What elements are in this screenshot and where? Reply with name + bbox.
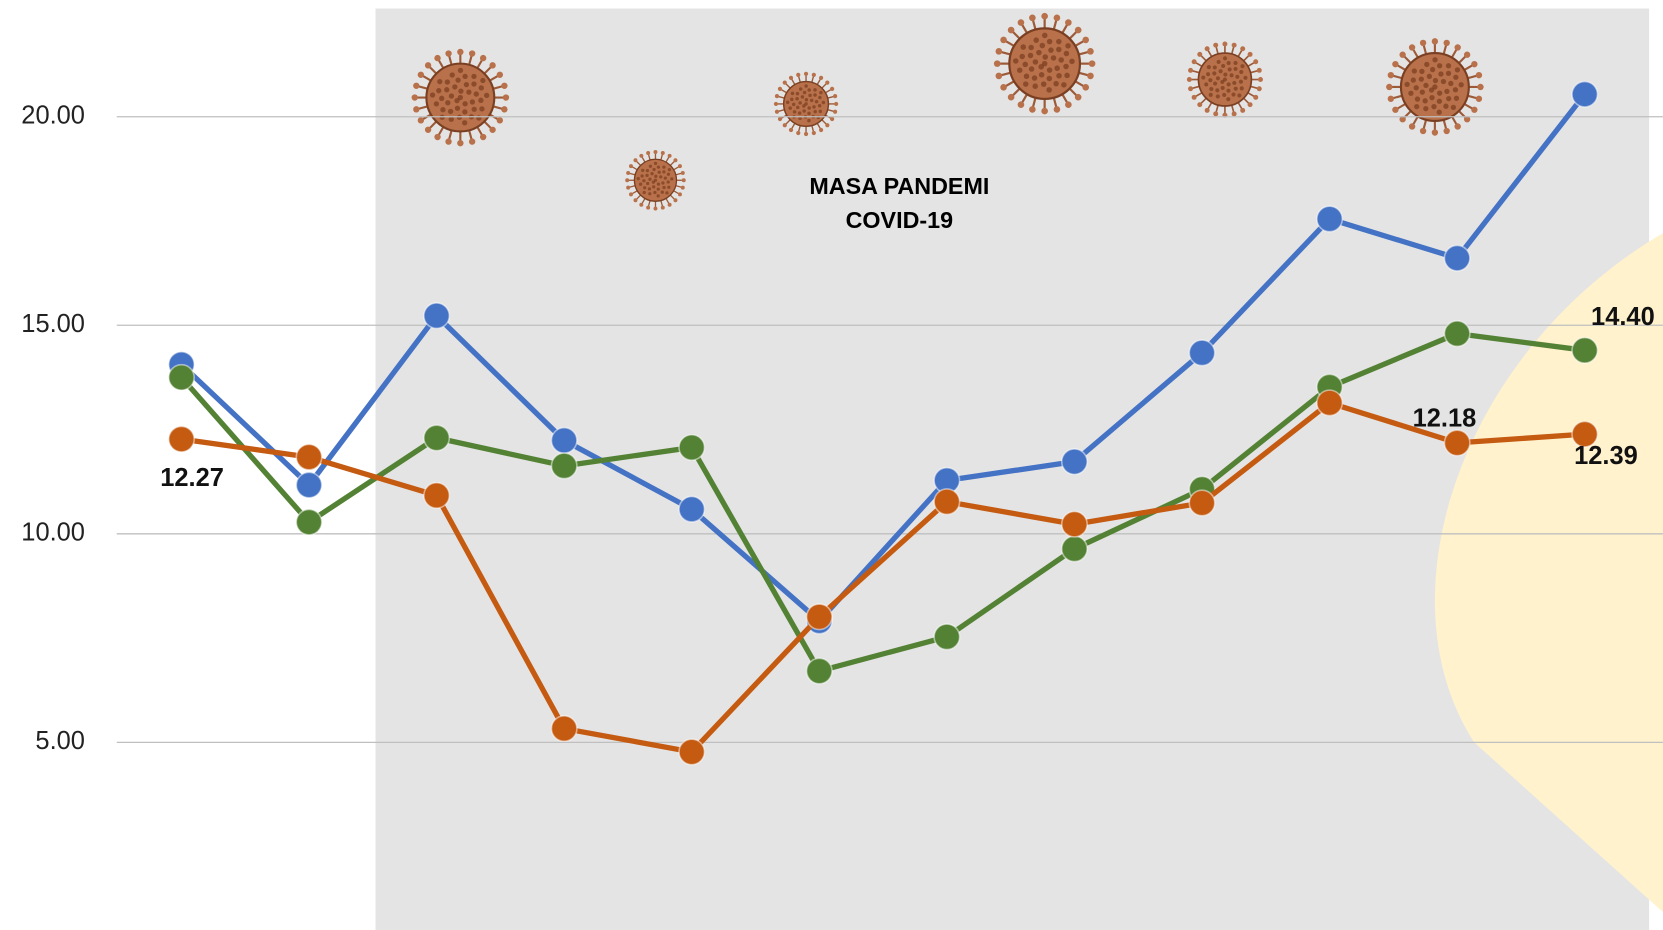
point (807, 604, 832, 629)
point (679, 739, 704, 764)
annotation: COVID-19 (846, 207, 954, 233)
virus (625, 150, 685, 210)
y-tick-label: 20.00 (21, 101, 85, 129)
y-tick-label: 5.00 (35, 727, 85, 755)
point (934, 624, 959, 649)
point (551, 428, 576, 453)
point (679, 435, 704, 460)
y-tick-label: 15.00 (21, 310, 85, 338)
point (1572, 338, 1597, 363)
virus (774, 72, 838, 136)
value-label: 14.40 (1591, 303, 1655, 331)
point (296, 509, 321, 534)
point (934, 489, 959, 514)
page: {"chart_data": { "type": "line", "annota… (0, 0, 1663, 930)
point (1317, 390, 1342, 415)
point (296, 472, 321, 497)
point (807, 658, 832, 683)
virus (1386, 38, 1484, 136)
chart: MASA PANDEMI COVID-19 5.00 10.00 15.00 20.0… (0, 0, 1663, 930)
y-tick-label: 10.00 (21, 519, 85, 547)
point (169, 365, 194, 390)
point (296, 444, 321, 469)
virus (1187, 41, 1263, 117)
point (679, 496, 704, 521)
point (1444, 321, 1469, 346)
value-label: 12.39 (1574, 442, 1638, 470)
value-label: 12.18 (1413, 404, 1477, 432)
point (424, 483, 449, 508)
value-label: 12.27 (160, 464, 224, 492)
point (424, 425, 449, 450)
point (1189, 490, 1214, 515)
point (1572, 82, 1597, 107)
point (1444, 430, 1469, 455)
point (1317, 206, 1342, 231)
virus (412, 49, 510, 147)
point (1062, 449, 1087, 474)
point (551, 453, 576, 478)
point (1189, 340, 1214, 365)
point (551, 716, 576, 741)
point (424, 303, 449, 328)
point (1062, 511, 1087, 536)
virus (994, 13, 1095, 114)
point (1062, 536, 1087, 561)
point (1444, 245, 1469, 270)
point (169, 426, 194, 451)
annotation: MASA PANDEMI (809, 173, 989, 199)
